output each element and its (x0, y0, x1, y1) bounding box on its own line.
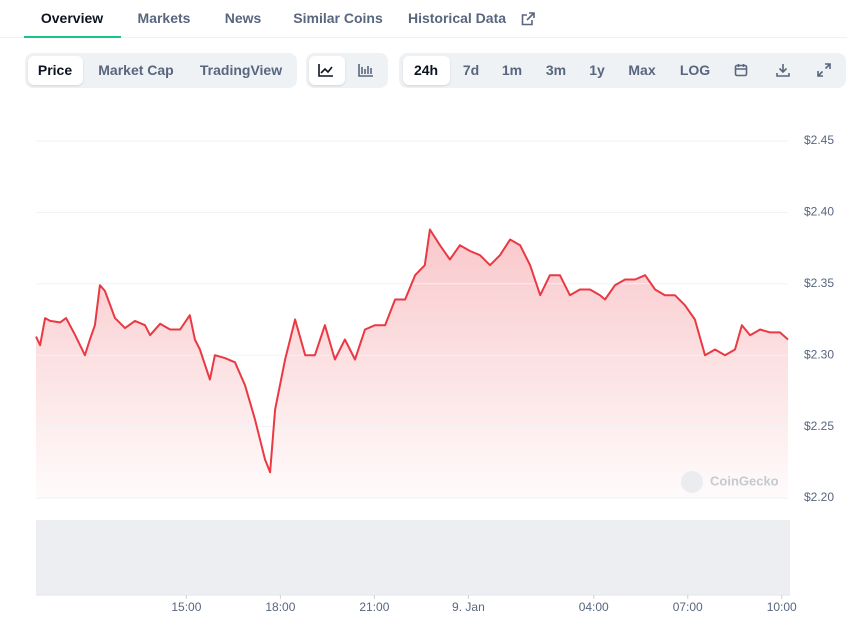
range-button[interactable]: 1y (589, 62, 605, 78)
x-tick-label: 21:00 (359, 600, 389, 614)
price-area (36, 229, 788, 498)
line-chart-icon[interactable] (318, 63, 334, 77)
selected-bg (28, 56, 83, 85)
tab[interactable]: Markets (137, 10, 191, 26)
tab-underline (24, 36, 121, 38)
selected-bg (403, 56, 450, 85)
range-group (399, 53, 846, 88)
tab[interactable]: Historical Data (407, 10, 507, 26)
view-button[interactable]: Price (37, 62, 73, 78)
x-tick-label: 04:00 (579, 600, 609, 614)
range-button[interactable]: Max (628, 62, 656, 78)
x-tick-label: 10:00 (767, 600, 797, 614)
watermark-logo (681, 471, 703, 493)
range-button[interactable]: 7d (462, 62, 480, 78)
tab[interactable]: Similar Coins (293, 10, 383, 26)
view-button[interactable]: TradingView (199, 62, 283, 78)
fullscreen-icon[interactable] (817, 63, 831, 77)
y-tick-label: $2.35 (804, 276, 834, 290)
tab[interactable]: Overview (40, 10, 104, 26)
range-button[interactable]: 24h (413, 62, 439, 78)
range-button[interactable]: 3m (545, 62, 567, 78)
download-icon[interactable] (776, 63, 790, 77)
x-tick-label: 18:00 (265, 600, 295, 614)
range-button[interactable]: 1m (501, 62, 523, 78)
candle-chart-icon[interactable] (358, 63, 374, 77)
price-line (35, 228, 789, 474)
y-tick-label: $2.25 (804, 419, 834, 433)
y-tick-label: $2.30 (804, 347, 834, 361)
watermark: CoinGecko (710, 473, 779, 488)
range-button[interactable]: LOG (679, 62, 711, 78)
view-button[interactable]: Market Cap (98, 62, 174, 78)
external-link-icon (521, 12, 535, 26)
x-tick-label: 07:00 (673, 600, 703, 614)
volume-panel (36, 520, 790, 595)
y-tick-label: $2.40 (804, 205, 834, 219)
y-tick-label: $2.45 (804, 133, 834, 147)
tab[interactable]: News (224, 10, 262, 26)
y-tick-label: $2.20 (804, 490, 834, 504)
x-tick-label: 15:00 (171, 600, 201, 614)
calendar-icon[interactable] (734, 63, 748, 77)
x-tick-label: 9. Jan (452, 600, 485, 614)
tab-divider (0, 37, 847, 38)
